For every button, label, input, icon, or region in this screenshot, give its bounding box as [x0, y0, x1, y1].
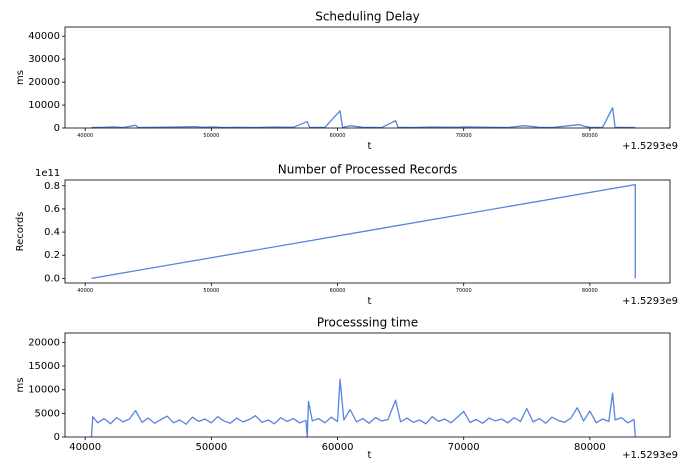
axes-frame	[64, 332, 671, 438]
y-axis-label: ms	[15, 70, 26, 85]
y-tick-label: 0.4	[44, 227, 60, 238]
chart-title: Processsing time	[317, 316, 418, 330]
x-tick-label: 50000	[203, 288, 219, 294]
x-tick-label: 40000	[77, 133, 93, 139]
x-tick-label: 50000	[195, 442, 227, 453]
y-axis-label: Records	[15, 212, 26, 252]
data-line	[91, 107, 636, 129]
x-tick-label: 60000	[322, 442, 354, 453]
x-tick-label: 40000	[69, 442, 101, 453]
y-offset-text: 1e11	[35, 168, 60, 179]
y-tick-label: 0.8	[44, 181, 60, 192]
x-tick-label: 40000	[77, 288, 93, 294]
x-tick-label: 80000	[582, 133, 598, 139]
x-offset-text: +1.5293e9	[622, 141, 678, 152]
y-tick-label: 0	[54, 123, 60, 134]
y-tick-label: 20000	[28, 77, 60, 88]
chart-title: Number of Processed Records	[278, 163, 457, 177]
y-tick-label: 0	[54, 432, 60, 443]
y-tick-label: 0.6	[44, 204, 60, 215]
data-line	[90, 378, 636, 438]
x-axis-label: t	[368, 141, 372, 152]
x-tick-label: 80000	[574, 442, 606, 453]
y-tick-label: 15000	[28, 361, 60, 372]
x-tick-label: 70000	[456, 288, 472, 294]
data-line	[91, 183, 636, 280]
chart-title: Scheduling Delay	[315, 10, 420, 24]
x-tick-label: 70000	[456, 133, 472, 139]
x-axis-label: t	[368, 450, 372, 461]
y-tick-label: 10000	[28, 100, 60, 111]
axes-frame	[64, 179, 671, 284]
y-axis-label: ms	[15, 378, 26, 393]
x-offset-text: +1.5293e9	[622, 296, 678, 307]
axes-frame	[64, 26, 671, 129]
x-offset-text: +1.5293e9	[622, 450, 678, 461]
x-axis-label: t	[368, 296, 372, 307]
y-tick-label: 0.2	[44, 250, 60, 261]
y-tick-label: 20000	[28, 337, 60, 348]
x-tick-label: 70000	[448, 442, 480, 453]
y-tick-label: 5000	[35, 408, 60, 419]
y-tick-label: 30000	[28, 54, 60, 65]
y-tick-label: 40000	[28, 31, 60, 42]
y-tick-label: 10000	[28, 385, 60, 396]
x-tick-label: 50000	[203, 133, 219, 139]
x-tick-label: 60000	[330, 288, 346, 294]
x-tick-label: 80000	[582, 288, 598, 294]
x-tick-label: 60000	[330, 133, 346, 139]
y-tick-label: 0.0	[44, 273, 60, 284]
